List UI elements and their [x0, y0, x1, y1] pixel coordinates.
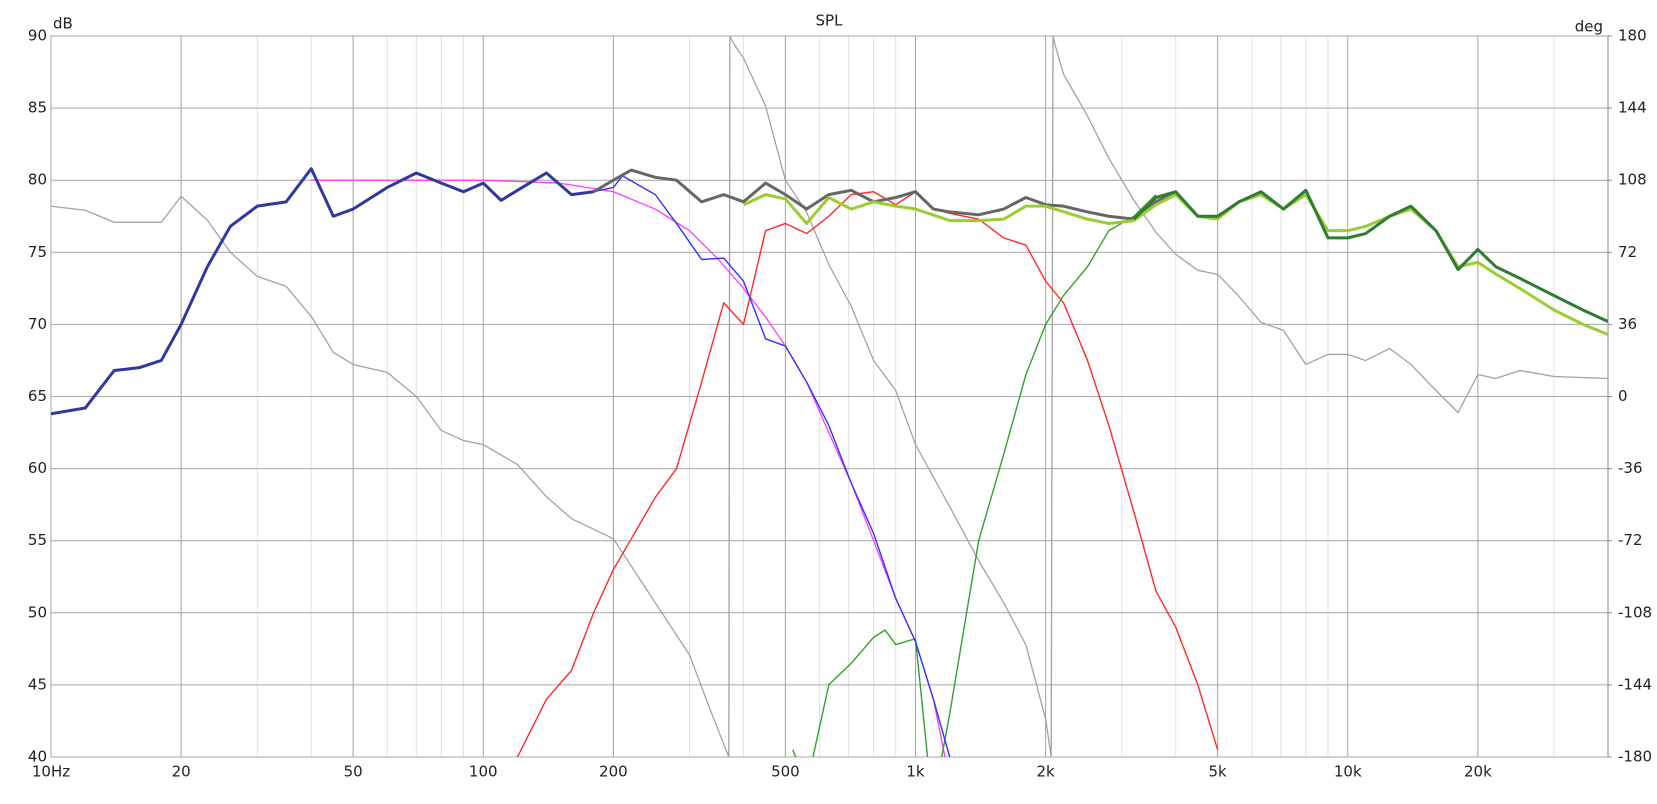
y-tick-label: 80 [28, 171, 47, 189]
x-tick-label: 10k [1334, 763, 1362, 781]
y2-tick-label: -144 [1618, 675, 1652, 693]
y2-tick-label: 0 [1618, 387, 1628, 405]
x-tick-label: 200 [599, 763, 628, 781]
y-unit: dB [53, 15, 73, 33]
x-tick-label: 1k [906, 763, 925, 781]
chart-title: SPL [816, 12, 844, 30]
y2-tick-label: 180 [1618, 27, 1647, 45]
y-tick-label: 60 [28, 459, 47, 477]
x-tick-label: 5k [1209, 763, 1228, 781]
x-tick-label: 500 [771, 763, 800, 781]
y-tick-label: 40 [28, 748, 47, 766]
y-tick-label: 45 [28, 675, 47, 693]
series-line [592, 168, 1177, 221]
y2-tick-label: -72 [1618, 531, 1643, 549]
y-tick-label: 70 [28, 315, 47, 333]
x-tick-label: 50 [344, 763, 363, 781]
y-tick-label: 50 [28, 603, 47, 621]
y2-tick-label: 144 [1618, 99, 1647, 117]
y-tick-label: 90 [28, 27, 47, 45]
y2-tick-label: -108 [1618, 603, 1652, 621]
x-tick-label: 2k [1037, 763, 1056, 781]
series-line [51, 167, 594, 416]
y2-tick-label: 36 [1618, 315, 1637, 333]
y-tick-label: 55 [28, 531, 47, 549]
y-tick-label: 65 [28, 387, 47, 405]
x-tick-label: 20 [172, 763, 191, 781]
y-tick-label: 85 [28, 99, 47, 117]
series-line [1132, 188, 1608, 323]
series-line [593, 175, 951, 757]
x-tick-label: 10Hz [32, 763, 70, 781]
x-tick-label: 100 [469, 763, 498, 781]
y2-tick-label: 72 [1618, 243, 1637, 261]
y2-unit: deg [1575, 18, 1603, 36]
series-line [792, 194, 1157, 757]
y2-tick-label: -36 [1618, 459, 1643, 477]
series-line [51, 36, 1608, 757]
y2-tick-label: -180 [1618, 748, 1652, 766]
y2-tick-label: 108 [1618, 171, 1647, 189]
y-tick-label: 75 [28, 243, 47, 261]
grid [50, 35, 1608, 758]
lines [51, 36, 1608, 757]
x-tick-label: 20k [1464, 763, 1492, 781]
